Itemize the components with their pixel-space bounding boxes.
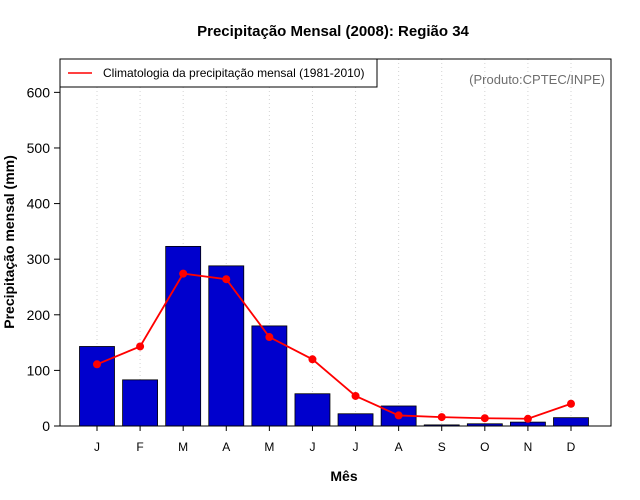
bar: [208, 265, 245, 427]
y-axis: 0 100 200 300 400 500 600: [27, 84, 60, 434]
y-tick-label: 500: [27, 140, 51, 156]
y-tick-label: 200: [27, 307, 51, 323]
climatology-point: [567, 399, 575, 408]
x-tick-label: S: [438, 440, 446, 454]
climatology-point: [265, 333, 274, 342]
y-tick-label: 300: [27, 251, 51, 267]
x-tick-label: J: [309, 440, 315, 454]
x-tick-label: A: [222, 440, 230, 454]
bar: [337, 413, 374, 427]
x-tick-label: O: [480, 440, 489, 454]
climatology-point: [480, 414, 489, 423]
legend-label: Climatologia da precipitação mensal (198…: [103, 66, 364, 80]
x-tick-label: N: [524, 440, 533, 454]
x-tick-label: M: [264, 440, 274, 454]
y-tick-label: 400: [27, 196, 51, 212]
legend: Climatologia da precipitação mensal (198…: [59, 58, 378, 88]
climatology-point: [437, 413, 446, 422]
x-tick-label: D: [567, 440, 576, 454]
plot-frame: [59, 58, 612, 427]
x-tick-label: J: [353, 440, 359, 454]
climatology-point: [179, 269, 188, 278]
y-tick-label: 100: [27, 362, 51, 378]
y-axis-label: Precipitação mensal (mm): [1, 155, 17, 329]
source-credit: (Produto:CPTEC/INPE): [469, 72, 605, 87]
legend-box: [59, 58, 378, 88]
climatology-point: [136, 342, 145, 351]
y-tick-label: 0: [42, 418, 50, 434]
climatology-series: [93, 269, 575, 423]
climatology-point: [93, 360, 101, 369]
climatology-line: [96, 272, 572, 420]
x-tick-label: F: [136, 440, 143, 454]
x-tick-label: J: [94, 440, 100, 454]
x-axis-label: Mês: [330, 468, 357, 484]
bar: [122, 379, 158, 427]
climatology-point: [394, 411, 403, 420]
climatology-point: [351, 391, 360, 400]
chart-title: Precipitação Mensal (2008): Região 34: [197, 23, 469, 40]
climatology-point: [222, 275, 231, 284]
bar: [553, 417, 589, 427]
climatology-point: [523, 414, 532, 423]
bar-series: [79, 245, 589, 427]
x-tick-label: A: [395, 440, 403, 454]
bar: [294, 393, 331, 427]
climatology-point: [308, 355, 317, 364]
y-tick-label: 600: [27, 84, 51, 100]
x-tick-label: M: [178, 440, 188, 454]
